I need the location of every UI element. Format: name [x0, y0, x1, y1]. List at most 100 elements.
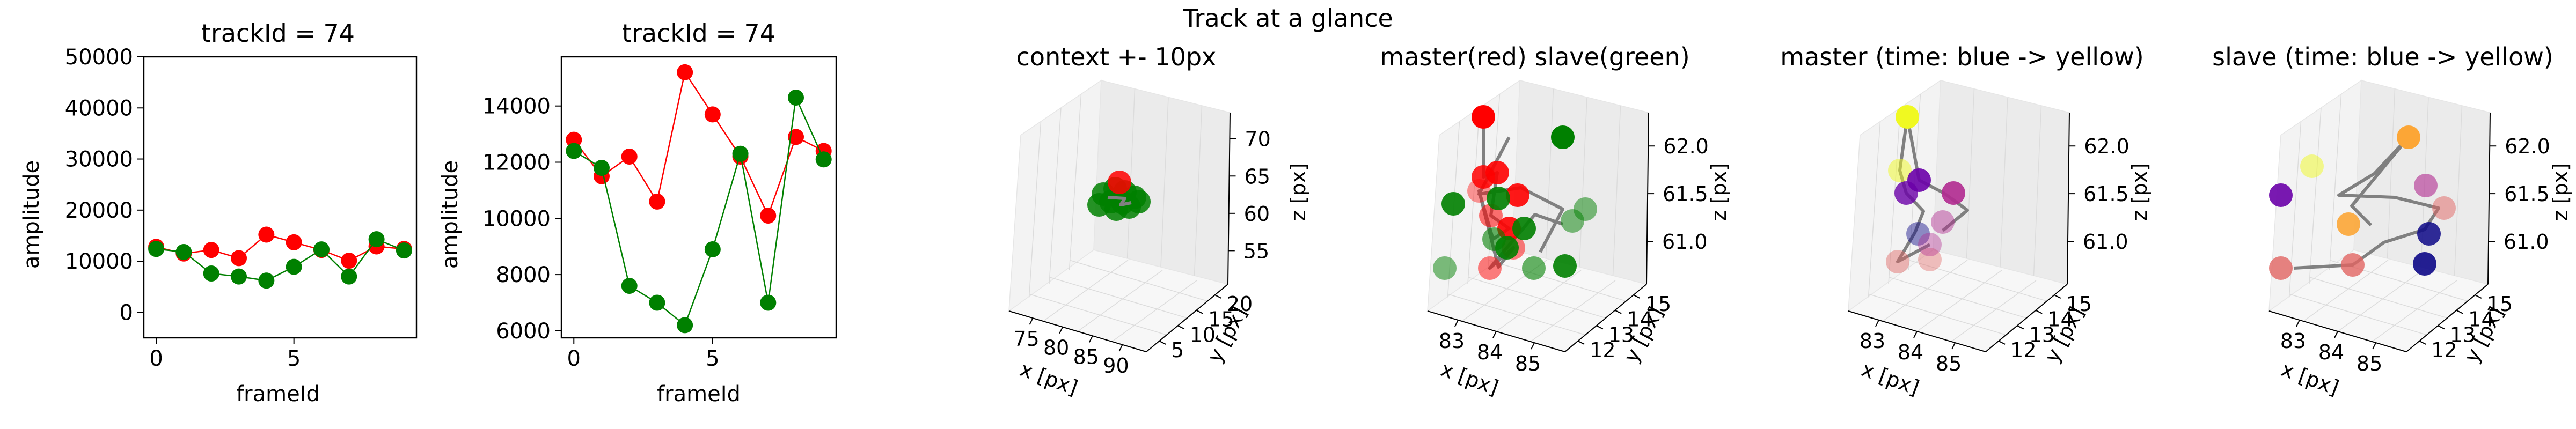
x-tick-label: 84: [1898, 341, 1923, 364]
y-tick-label: 13: [2029, 323, 2055, 346]
y-tick-label: 10000: [482, 206, 551, 231]
data-point: [1931, 210, 1955, 234]
y-axis-line: [1564, 284, 1647, 352]
y-axis-line: [2406, 284, 2489, 352]
data-point: [1441, 192, 1465, 216]
data-point: [1918, 233, 1942, 256]
x-tick-label: 84: [1477, 341, 1503, 364]
chart-title: context +- 10px: [1016, 42, 1217, 71]
grid-line: [1916, 270, 2002, 332]
data-point: [203, 265, 219, 282]
grid-line: [1951, 280, 2037, 342]
data-point: [2269, 183, 2293, 207]
y-tick: [1159, 341, 1166, 345]
data-point: [231, 250, 247, 267]
z-tick-label: 62.0: [1663, 135, 1709, 158]
z-tick-label: 62.0: [2505, 135, 2550, 158]
grid-line: [1160, 97, 1169, 268]
x-tick: [1454, 320, 1459, 327]
data-point: [313, 241, 330, 258]
z-axis-label: z [px]: [1707, 163, 1731, 221]
data-point: [677, 64, 693, 80]
z-tick-label: 62.0: [2084, 135, 2129, 158]
z-tick-label: 61.5: [2083, 182, 2129, 206]
grid-line: [1447, 293, 1586, 336]
grid-line: [1530, 280, 1616, 342]
grid-line: [2309, 107, 2322, 284]
grid-line: [1043, 260, 1129, 322]
z-tick-label: 61.0: [2083, 230, 2128, 254]
z-tick-label: 65: [1245, 165, 1270, 188]
data-point: [593, 159, 610, 176]
data-point: [2414, 174, 2438, 197]
z-axis-label: z [px]: [1286, 163, 1310, 221]
grid-line: [1868, 121, 1881, 298]
x-tick: [1875, 320, 1879, 327]
data-point: [649, 294, 665, 311]
chart-title: master(red) slave(green): [1380, 42, 1689, 71]
grid-line: [2454, 106, 2463, 276]
figure-suptitle: Track at a glance: [1182, 4, 1393, 33]
y-tick-label: 50000: [65, 45, 133, 70]
y-tick: [2035, 309, 2043, 314]
y-tick-label: 12: [1590, 338, 1615, 362]
x-tick: [1029, 317, 1034, 325]
grid-line: [1579, 97, 1587, 268]
data-point: [1918, 248, 1942, 271]
z-axis-label: z [px]: [2549, 163, 2572, 221]
y-tick-label: 6000: [496, 319, 551, 344]
master-time-3d-chart: master (time: blue -> yellow) 83 84 85 1213…: [1780, 42, 2151, 400]
x-axis-label: frameId: [657, 382, 741, 406]
data-point: [621, 278, 638, 294]
z-axis-line: [2487, 112, 2491, 285]
grid-line: [1868, 293, 2007, 336]
data-point: [566, 131, 582, 148]
data-point: [2337, 212, 2360, 236]
y-tick: [2475, 294, 2482, 299]
y-tick-label: 12: [2431, 338, 2457, 362]
series-line: [156, 238, 405, 282]
x-tick-label: 85: [1936, 352, 1962, 375]
x-tick-label: 5: [287, 346, 301, 371]
slave-time-3d-chart: slave (time: blue -> yellow) 83 84 8512131…: [2212, 42, 2572, 400]
data-point: [1894, 181, 1918, 205]
y-tick-label: 14000: [482, 94, 551, 119]
data-point: [1886, 250, 1909, 273]
data-point: [1472, 105, 1495, 129]
data-point: [1522, 256, 1546, 280]
grid-line: [1496, 270, 1582, 332]
z-tick-label: 61.0: [2504, 230, 2549, 254]
x-tick: [1531, 342, 1535, 350]
grid-line: [1070, 260, 1208, 302]
data-point: [2397, 125, 2420, 149]
data-point: [1942, 181, 1965, 205]
y-tick: [1998, 341, 2006, 345]
data-point: [621, 149, 638, 165]
data-point: [2417, 222, 2441, 246]
data-point: [1512, 217, 1536, 240]
y-tick: [2054, 294, 2061, 299]
grid-line: [1889, 277, 2027, 319]
y-axis-line: [1146, 284, 1228, 352]
amplitude-chart-2: trackId = 74 0 5 6000 8000 10000 12000 14000 f…: [438, 19, 837, 406]
data-point: [649, 193, 665, 210]
data-point: [175, 243, 192, 260]
data-point: [1485, 161, 1509, 184]
x-tick: [2372, 342, 2377, 350]
grid-line: [1049, 107, 1062, 284]
y-tick-label: 14: [2047, 308, 2073, 331]
z-axis-line: [2067, 112, 2070, 285]
grid-line: [1077, 270, 1163, 332]
data-point: [203, 242, 219, 258]
grid-line: [1966, 88, 1975, 259]
grid-line: [1488, 260, 1627, 302]
chart-title: slave (time: blue -> yellow): [2212, 42, 2553, 71]
grid-line: [1049, 277, 1188, 319]
grid-line: [2337, 270, 2423, 332]
y-tick-label: 8000: [496, 263, 551, 287]
grid-line: [1126, 88, 1136, 259]
series-line: [156, 234, 405, 262]
grid-line: [2387, 88, 2396, 259]
y-axis-label: amplitude: [19, 160, 44, 269]
